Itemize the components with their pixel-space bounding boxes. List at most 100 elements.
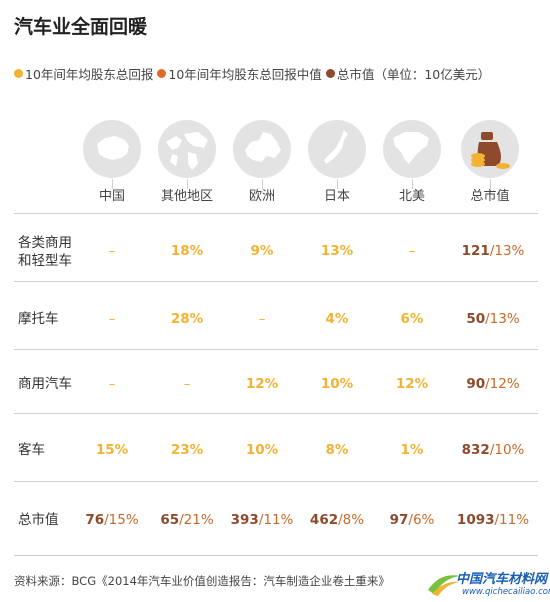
watermark-url: www.qichecailiao.com (462, 587, 550, 597)
table-cell: 28% (170, 311, 204, 327)
legend-label: 10年间年均股东总回报中值 (168, 67, 322, 82)
total-pct: /12% (485, 376, 520, 392)
row-label-line: 各类商用 和轻型车 (18, 235, 72, 269)
row-label: 摩托车 (18, 311, 59, 327)
table-cell: 23% (170, 442, 204, 458)
money-bag-icon (461, 120, 519, 178)
total-cell: 50/13% (450, 311, 536, 327)
total-value: 97 (389, 512, 409, 528)
region-total: 总市值 (452, 120, 528, 204)
divider (490, 179, 491, 189)
total-cell: 1093/11% (450, 512, 536, 528)
region-other: 其他地区 (149, 120, 225, 204)
row-label: 总市值 (18, 512, 59, 528)
total-cell: 462/8% (299, 512, 375, 528)
total-cell: 65/21% (149, 512, 225, 528)
total-cell: 97/6% (374, 512, 450, 528)
world-map-icon (158, 120, 216, 178)
divider (14, 555, 538, 556)
divider (14, 481, 538, 482)
total-pct: /6% (408, 512, 435, 528)
region-label: 总市值 (470, 189, 510, 204)
legend-label: 10年间年均股东总回报 (25, 67, 154, 82)
legend-label: 总市值（单位：10亿美元） (336, 67, 491, 82)
total-cell: 90/12% (450, 376, 536, 392)
legend-item-tsr-median: 10年间年均股东总回报中值 (157, 64, 322, 83)
total-value: 121 (461, 243, 490, 259)
divider (14, 213, 538, 214)
region-label: 北美 (398, 189, 425, 204)
legend-item-market-cap: 总市值（单位：10亿美元） (325, 64, 491, 83)
total-pct: /11% (494, 512, 530, 528)
table-cell: 1% (400, 442, 424, 458)
source-note: 资料来源：BCG《2014年汽车业价值创造报告：汽车制造企业卷土重来》 (14, 574, 390, 588)
legend-dot-icon (157, 69, 167, 78)
total-pct: /21% (179, 512, 214, 528)
table-cell: 6% (400, 311, 424, 327)
watermark-name: 中国汽车材料网 (456, 572, 548, 587)
japan-map-icon (308, 120, 366, 178)
divider (14, 413, 538, 414)
table-cell: 12% (395, 376, 429, 392)
divider (14, 349, 538, 350)
total-value: 76 (85, 512, 105, 528)
total-value: 65 (160, 512, 180, 528)
table-cell: – (108, 376, 116, 392)
legend-dot-icon (14, 69, 23, 78)
watermark-logo: 中国汽车材料网 www.qichecailiao.com (426, 568, 550, 600)
table-cell: 10% (320, 376, 354, 392)
total-cell: 832/10% (450, 442, 536, 458)
swoosh-icon (428, 575, 460, 596)
total-value: 50 (466, 311, 486, 327)
table-cell: – (408, 243, 416, 259)
row-label: 商用汽车 (18, 376, 72, 392)
legend-dot-icon (325, 69, 335, 78)
table-cell: – (108, 243, 116, 259)
total-pct: /11% (258, 512, 294, 528)
legend-item-tsr: 10年间年均股东总回报 (14, 64, 153, 83)
region-label: 欧洲 (248, 189, 275, 204)
table-cell: 18% (170, 243, 204, 259)
total-value: 1093 (456, 512, 495, 528)
total-value: 90 (466, 376, 486, 392)
table-cell: – (258, 311, 266, 327)
table-cell: 9% (250, 243, 274, 259)
total-cell: 76/15% (74, 512, 150, 528)
region-japan: 日本 (299, 120, 375, 204)
total-value: 393 (230, 512, 259, 528)
divider (14, 281, 538, 282)
divider (337, 179, 338, 189)
total-value: 832 (461, 442, 490, 458)
divider (412, 179, 413, 189)
north-america-map-icon (383, 120, 441, 178)
total-pct: /13% (489, 243, 525, 259)
total-cell: 121/13% (450, 243, 536, 259)
total-pct: /8% (338, 512, 365, 528)
total-pct: /13% (485, 311, 520, 327)
table-cell: 13% (320, 243, 354, 259)
divider (112, 179, 113, 189)
region-china: 中国 (74, 120, 150, 204)
divider (262, 179, 263, 189)
region-label: 其他地区 (160, 189, 213, 204)
table-cell: 4% (325, 311, 349, 327)
region-label: 日本 (323, 189, 350, 204)
table-cell: 15% (95, 442, 129, 458)
row-label: 各类商用 和轻型车 (18, 234, 72, 270)
total-pct: /10% (489, 442, 525, 458)
region-label: 中国 (98, 189, 125, 204)
china-map-icon (83, 120, 141, 178)
europe-map-icon (233, 120, 291, 178)
divider (187, 179, 188, 189)
region-europe: 欧洲 (224, 120, 300, 204)
region-header: 中国 其他地区 欧洲 日本 北美 (0, 120, 550, 210)
table-cell: 10% (245, 442, 279, 458)
legend: 10年间年均股东总回报 10年间年均股东总回报中值 总市值（单位：10亿美元） (14, 64, 494, 83)
table-cell: 12% (245, 376, 279, 392)
row-label: 客车 (18, 442, 45, 458)
table-cell: 8% (325, 442, 349, 458)
total-pct: /15% (104, 512, 139, 528)
table-cell: – (108, 311, 116, 327)
total-value: 462 (309, 512, 339, 528)
region-north-america: 北美 (374, 120, 450, 204)
